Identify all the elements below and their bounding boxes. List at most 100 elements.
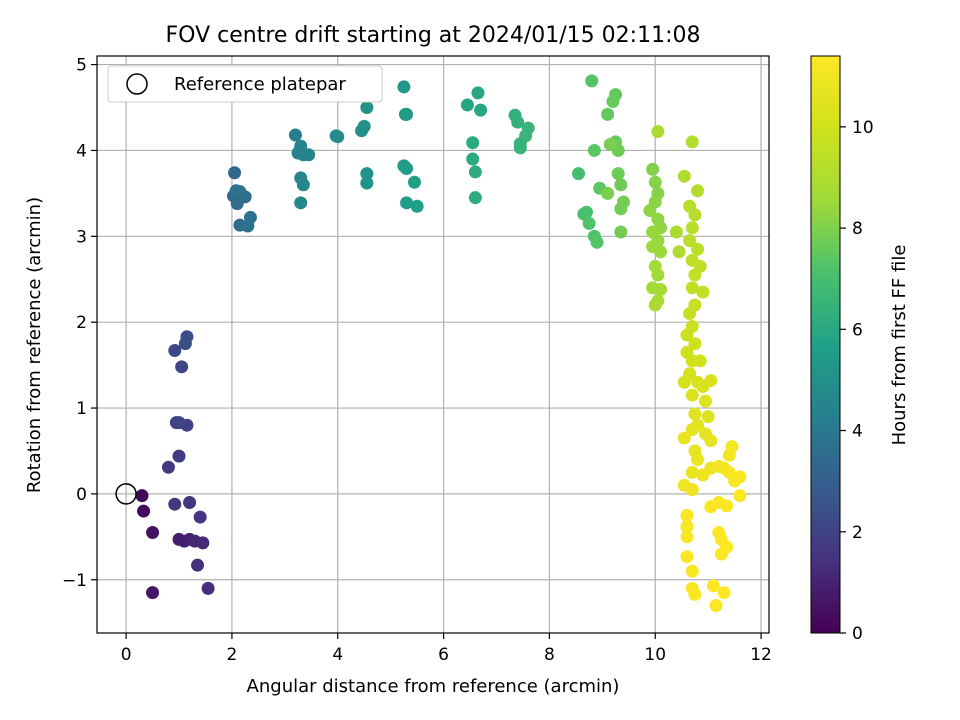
- data-point: [233, 185, 247, 199]
- data-point: [685, 281, 699, 295]
- data-point: [688, 268, 702, 282]
- data-point: [468, 191, 482, 205]
- colorbar-tick-label: 4: [852, 422, 863, 442]
- colorbar-tick-label: 2: [852, 523, 863, 543]
- data-point: [680, 530, 694, 544]
- data-point: [696, 285, 710, 299]
- data-point: [183, 495, 197, 509]
- data-point: [585, 74, 599, 88]
- data-point: [677, 375, 691, 389]
- data-point: [720, 499, 734, 513]
- data-point: [601, 186, 615, 200]
- plot-frame: [96, 55, 770, 634]
- data-point: [611, 167, 625, 181]
- data-point: [669, 225, 683, 239]
- data-point: [683, 307, 697, 321]
- data-point: [691, 184, 705, 198]
- data-point: [193, 510, 207, 524]
- data-point: [614, 178, 628, 192]
- data-point: [513, 141, 527, 155]
- data-point: [733, 470, 747, 484]
- data-point: [706, 579, 720, 593]
- data-point: [680, 328, 694, 342]
- data-point: [296, 178, 310, 192]
- colorbar-label: Hours from first FF file: [889, 245, 910, 446]
- data-point: [643, 204, 657, 218]
- y-tick-label: 1: [76, 399, 87, 419]
- x-tick-label: 8: [544, 645, 555, 665]
- data-point: [243, 210, 257, 224]
- data-point: [688, 337, 702, 351]
- data-point: [582, 216, 596, 230]
- data-point: [572, 167, 586, 181]
- data-point: [466, 152, 480, 166]
- data-point: [699, 394, 713, 408]
- data-point: [168, 497, 182, 511]
- colorbar-tick-label: 8: [852, 219, 863, 239]
- data-point: [603, 137, 617, 151]
- data-point: [146, 586, 160, 600]
- data-point: [685, 388, 699, 402]
- data-point: [677, 169, 691, 183]
- data-point: [704, 500, 718, 514]
- data-point: [688, 208, 702, 222]
- data-point: [587, 143, 601, 157]
- x-tick-label: 2: [227, 645, 238, 665]
- data-point: [717, 586, 731, 600]
- data-point: [471, 86, 485, 100]
- data-point: [201, 581, 215, 595]
- data-point: [648, 298, 662, 312]
- data-point: [180, 330, 194, 344]
- data-point: [135, 489, 149, 503]
- data-point: [172, 416, 186, 430]
- x-tick-label: 4: [332, 645, 343, 665]
- y-tick-label: 4: [76, 141, 87, 161]
- data-point: [677, 431, 691, 445]
- data-point: [519, 129, 533, 143]
- reference-platepar-marker: [115, 483, 137, 505]
- data-point: [175, 360, 189, 374]
- data-point: [161, 460, 175, 474]
- x-tick-label: 10: [644, 645, 666, 665]
- data-point: [137, 504, 151, 518]
- data-point: [722, 448, 736, 462]
- x-tick-label: 0: [121, 645, 132, 665]
- grid: [97, 56, 769, 633]
- data-point: [331, 130, 345, 144]
- data-point: [714, 547, 728, 561]
- data-point: [693, 354, 707, 368]
- y-tick-label: 0: [76, 485, 87, 505]
- data-point: [704, 374, 718, 388]
- data-point: [400, 107, 414, 121]
- data-point: [228, 166, 242, 180]
- data-point: [397, 80, 411, 94]
- y-tick-label: 5: [76, 56, 87, 76]
- data-point: [688, 587, 702, 601]
- data-point: [601, 107, 615, 121]
- data-point: [614, 225, 628, 239]
- data-point: [360, 176, 374, 190]
- data-point: [709, 599, 723, 613]
- data-point: [688, 407, 702, 421]
- data-point: [474, 103, 488, 117]
- y-tick-label: −1: [62, 571, 87, 591]
- y-axis-label: Rotation from reference (arcmin): [24, 197, 45, 493]
- data-point: [294, 196, 308, 210]
- data-point: [191, 558, 205, 572]
- data-point: [360, 167, 374, 181]
- data-point: [357, 119, 371, 133]
- colorbar-gradient: [810, 55, 841, 634]
- data-point: [400, 161, 414, 175]
- data-point: [733, 489, 747, 503]
- data-point: [288, 128, 302, 142]
- data-point: [680, 550, 694, 564]
- data-point: [680, 520, 694, 534]
- data-points: [115, 74, 747, 613]
- data-point: [400, 196, 414, 210]
- y-ticks: −1 0 1 2 3 4 5: [62, 56, 97, 591]
- data-point: [146, 526, 160, 540]
- data-point: [685, 423, 699, 437]
- data-point: [685, 483, 699, 497]
- legend-box: [107, 65, 383, 103]
- colorbar-tick-label: 10: [852, 118, 874, 138]
